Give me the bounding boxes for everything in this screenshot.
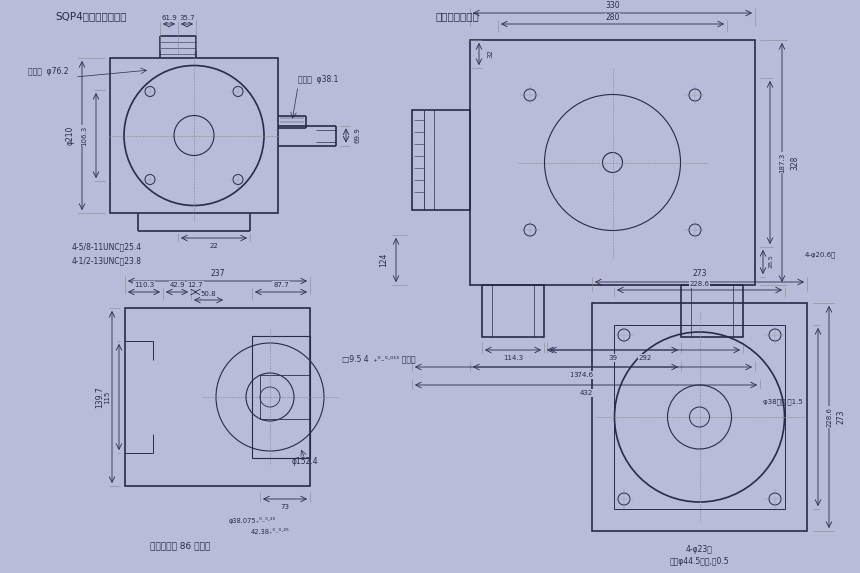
Bar — [125, 308, 310, 486]
Text: 330: 330 — [605, 2, 620, 10]
Text: 187.3: 187.3 — [779, 152, 785, 172]
Text: 106.3: 106.3 — [81, 125, 87, 146]
Text: 排油口  φ38.1: 排油口 φ38.1 — [298, 76, 338, 84]
Text: 4-φ23孔: 4-φ23孔 — [686, 544, 713, 554]
Text: φ38.075₊⁰₋⁰⋅²⁵: φ38.075₊⁰₋⁰⋅²⁵ — [228, 516, 276, 524]
Text: 374.6: 374.6 — [574, 372, 593, 378]
Text: φ152.4: φ152.4 — [292, 457, 318, 466]
Text: 273: 273 — [692, 269, 707, 278]
Text: 110.3: 110.3 — [134, 282, 154, 288]
Text: 228.6: 228.6 — [827, 407, 833, 427]
Text: 432: 432 — [580, 390, 593, 396]
Text: 280: 280 — [605, 14, 620, 22]
Text: 4-5/8-11UNC深25.4: 4-5/8-11UNC深25.4 — [72, 242, 142, 252]
Text: 61.9: 61.9 — [161, 15, 177, 21]
Text: □9.5 4  ₊⁰₋⁰⋅⁰¹⁵ 平行键: □9.5 4 ₊⁰₋⁰⋅⁰¹⁵ 平行键 — [342, 355, 415, 363]
Bar — [412, 110, 470, 210]
Text: 114.3: 114.3 — [503, 355, 523, 361]
Text: 42.9: 42.9 — [169, 282, 185, 288]
Text: 39: 39 — [608, 355, 617, 361]
Text: 73: 73 — [280, 504, 290, 510]
Text: 背面φ44.5兹孔,深0.5: 背面φ44.5兹孔,深0.5 — [670, 558, 729, 567]
Bar — [592, 303, 807, 531]
Text: 87.7: 87.7 — [273, 282, 289, 288]
Text: 328: 328 — [790, 155, 800, 170]
Bar — [681, 285, 743, 337]
Text: 4-φ20.6孔: 4-φ20.6孔 — [805, 252, 837, 258]
Text: 185: 185 — [568, 372, 582, 378]
Text: 注）图示为 86 型轴。: 注）图示为 86 型轴。 — [150, 541, 210, 551]
Text: SQP4（法兰安装型）: SQP4（法兰安装型） — [55, 11, 126, 21]
Text: 237: 237 — [210, 269, 224, 277]
Text: φ38兹孔 深1.5: φ38兹孔 深1.5 — [763, 399, 802, 405]
Text: 22: 22 — [210, 243, 218, 249]
Text: 42.38₊⁰₋⁰⋅²⁵: 42.38₊⁰₋⁰⋅²⁵ — [250, 529, 289, 535]
Bar — [482, 285, 544, 337]
Text: 139.7: 139.7 — [95, 386, 105, 408]
Text: 4-1/2-13UNC深23.8: 4-1/2-13UNC深23.8 — [72, 257, 142, 265]
Text: φ210: φ210 — [65, 126, 75, 145]
Text: 50.8: 50.8 — [200, 291, 217, 297]
Text: 124: 124 — [379, 253, 389, 267]
Text: 292: 292 — [638, 355, 652, 361]
Text: 115: 115 — [104, 390, 110, 404]
Text: 273: 273 — [837, 410, 845, 424]
Bar — [252, 336, 310, 458]
Bar — [470, 40, 755, 285]
Bar — [260, 375, 310, 419]
Text: 12.7: 12.7 — [187, 282, 203, 288]
Text: 228.6: 228.6 — [690, 281, 710, 287]
Text: 吸油口  φ76.2: 吸油口 φ76.2 — [28, 68, 68, 77]
Text: 35.7: 35.7 — [179, 15, 195, 21]
Text: 69.9: 69.9 — [355, 128, 361, 143]
Text: 28.5: 28.5 — [769, 254, 773, 268]
Text: （脚架安装型）: （脚架安装型） — [435, 11, 479, 21]
Text: 32: 32 — [487, 49, 493, 58]
Bar — [614, 325, 785, 509]
Bar — [110, 58, 278, 213]
